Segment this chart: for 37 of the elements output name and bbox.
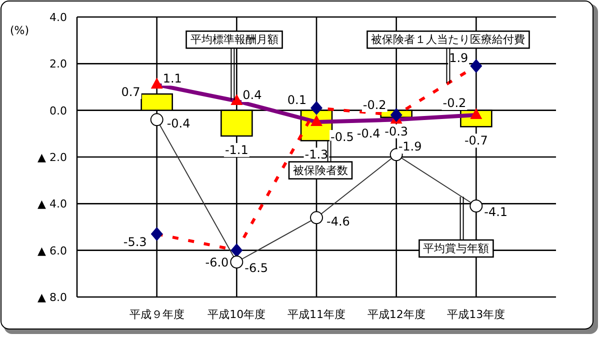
series-name: 被保険者数 — [293, 164, 348, 177]
data-label: 0.1 — [287, 93, 306, 107]
data-label: -5.3 — [123, 235, 147, 249]
ytick: ▲ 6.0 — [38, 244, 67, 258]
ylabel: (%) — [10, 24, 30, 37]
data-label: -6.0 — [205, 255, 229, 270]
data-label: -0.4 — [356, 126, 380, 141]
ytick: 4.0 — [50, 11, 67, 24]
data-label: -0.2 — [362, 98, 386, 112]
data-label: 0.7 — [121, 85, 140, 99]
xtick: 平成９年度 — [129, 308, 184, 321]
xtick: 平成12年度 — [367, 308, 426, 321]
data-label: -6.5 — [244, 261, 268, 275]
data-label: -4.6 — [326, 214, 350, 229]
data-label: -1.1 — [224, 143, 248, 157]
data-label: 1.9 — [449, 51, 468, 65]
xtick: 平成10年度 — [208, 308, 266, 321]
data-label: -0.3 — [384, 124, 408, 138]
ytick: ▲ 2.0 — [38, 151, 67, 164]
data-label: -1.9 — [398, 140, 422, 154]
series-name: 平均賞与年額 — [423, 242, 490, 255]
data-label: 0.4 — [242, 88, 262, 102]
data-label: -0.4 — [166, 116, 190, 131]
xtick: 平成11年度 — [288, 308, 346, 321]
data-label: -0.2 — [442, 96, 466, 110]
ytick: ▲ 8.0 — [38, 291, 67, 304]
data-label: -0.5 — [330, 130, 354, 144]
series-name: 平均標準報酬月額 — [190, 33, 278, 46]
ytick: 0.0 — [50, 104, 67, 118]
data-label: -0.7 — [464, 134, 488, 148]
series-name: 被保険者１人当たり医療給付費 — [371, 33, 526, 46]
xtick: 平成13年度 — [447, 308, 506, 321]
data-label: -1.3 — [304, 148, 328, 162]
data-label: 1.1 — [162, 72, 182, 86]
ytick: ▲ 4.0 — [38, 198, 67, 211]
ytick: 2.0 — [50, 58, 67, 71]
data-label: -4.1 — [484, 205, 508, 219]
